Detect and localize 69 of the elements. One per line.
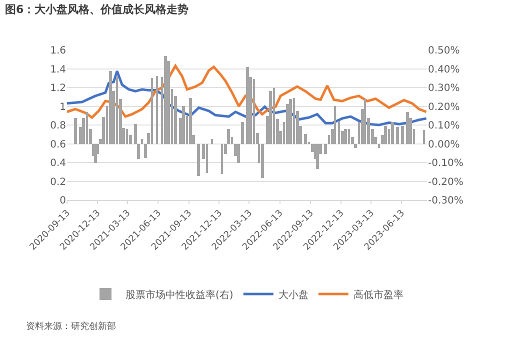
bar <box>269 91 272 144</box>
bar <box>273 88 275 144</box>
bar <box>141 139 143 144</box>
y-tick-label: 0 <box>60 196 66 206</box>
y2-tick-label: 0.10% <box>428 120 460 132</box>
text: 资料来源：研究创新部 <box>26 321 116 332</box>
bar <box>189 98 192 144</box>
bar <box>197 144 200 176</box>
bar <box>246 67 249 144</box>
bar <box>344 129 347 144</box>
bar <box>151 78 153 144</box>
y-tick-label: 1.2 <box>50 83 66 94</box>
bar <box>261 144 264 178</box>
bar <box>338 121 340 144</box>
bar <box>401 126 404 144</box>
legend-label: 大小盘 <box>278 288 308 301</box>
y-tick-label: 1.4 <box>50 64 66 76</box>
bar <box>109 71 112 144</box>
y2-tick-label: 0.50% <box>428 46 460 56</box>
y-tick-label: 1.6 <box>50 46 66 56</box>
bar <box>304 134 307 144</box>
bar <box>396 127 399 144</box>
bar <box>423 130 425 144</box>
y2-tick-label: 0.00% <box>428 139 460 150</box>
bar <box>391 122 394 144</box>
bar <box>94 144 97 163</box>
bar <box>293 98 295 144</box>
bar <box>137 144 140 159</box>
y2-tick-label: 0.40% <box>428 64 460 76</box>
bar <box>289 99 292 144</box>
bar <box>116 76 118 144</box>
y-tick-label: 0.8 <box>50 120 66 132</box>
y2-tick-label: -0.20% <box>428 176 464 188</box>
bar <box>241 122 244 144</box>
y2-tick-label: -0.30% <box>428 196 464 206</box>
bar <box>253 79 255 144</box>
y-tick-label: 0.2 <box>50 176 66 188</box>
bar <box>324 144 327 154</box>
bar <box>221 144 223 174</box>
y2-tick-label: 0.30% <box>428 83 460 94</box>
bar <box>384 126 387 144</box>
bar <box>86 112 88 144</box>
bar <box>227 129 230 144</box>
bar <box>211 139 213 144</box>
bar <box>406 112 409 144</box>
y-tick-label: 0.6 <box>50 139 66 150</box>
y-tick-label: 1 <box>60 102 66 113</box>
bar <box>348 129 350 144</box>
line-series <box>67 64 427 119</box>
bar <box>126 129 128 144</box>
bar <box>334 106 336 144</box>
bar <box>156 76 158 144</box>
bar <box>164 56 167 144</box>
bar <box>74 118 77 144</box>
bar <box>206 144 208 173</box>
y-tick-label: 0.4 <box>50 158 66 169</box>
legend-label: 高低市盈率 <box>353 288 404 301</box>
chart-title: 图6：大小盘风格、价值成长风格走势 <box>5 2 189 16</box>
y2-tick-label: -0.10% <box>428 158 464 169</box>
bar <box>354 144 357 148</box>
bar <box>182 106 185 144</box>
bar <box>144 144 147 158</box>
bar <box>364 99 366 144</box>
bar <box>378 144 380 148</box>
bar <box>316 144 319 169</box>
legend-label: 股票市场中性收益率(右) <box>126 288 234 301</box>
y2-tick-label: 0.20% <box>428 102 460 113</box>
bar <box>237 144 240 163</box>
bar <box>134 124 137 144</box>
